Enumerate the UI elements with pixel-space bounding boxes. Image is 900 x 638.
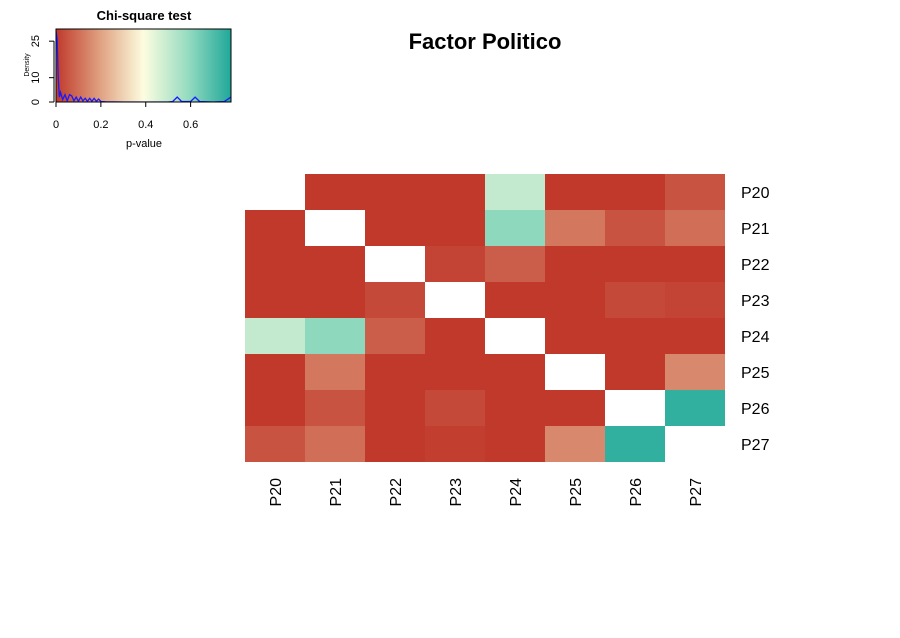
heatmap-cell-P21-P24: [485, 210, 545, 246]
color-key-y-tick: 25: [30, 35, 42, 47]
heatmap-cell-P22-P27: [665, 246, 725, 282]
heatmap-cell-P26-P27: [665, 390, 725, 426]
heatmap-cell-P20-P25: [545, 174, 605, 210]
heatmap-cell-P20-P26: [605, 174, 665, 210]
color-key-y-tick: 0: [30, 99, 42, 105]
heatmap-cell-P20-P20: [245, 174, 305, 210]
color-key-x-tick: 0.2: [93, 119, 108, 131]
heatmap-cell-P27-P26: [605, 426, 665, 462]
color-key-gradient: [56, 29, 231, 102]
heatmap-cell-P23-P20: [245, 282, 305, 318]
color-key-y-axis: 0 10 25: [30, 35, 55, 105]
heatmap-cell-P24-P27: [665, 318, 725, 354]
color-key-title: Chi-square test: [97, 8, 192, 23]
heatmap-cell-P20-P27: [665, 174, 725, 210]
color-key-x-label: p-value: [126, 138, 162, 150]
row-label-P22: P22: [741, 257, 770, 274]
heatmap-cell-P22-P24: [485, 246, 545, 282]
heatmap-cell-P25-P27: [665, 354, 725, 390]
heatmap-cell-P27-P22: [365, 426, 425, 462]
heatmap-cell-P27-P24: [485, 426, 545, 462]
heatmap-cell-P20-P23: [425, 174, 485, 210]
column-label-P24: P24: [508, 478, 525, 507]
row-label-P25: P25: [741, 365, 770, 382]
heatmap-cell-P21-P21: [305, 210, 365, 246]
heatmap-cell-P24-P25: [545, 318, 605, 354]
heatmap-cell-P26-P23: [425, 390, 485, 426]
heatmap-cell-P21-P22: [365, 210, 425, 246]
row-label-P21: P21: [741, 221, 770, 238]
color-key-x-tick: 0.6: [183, 119, 198, 131]
heatmap-cell-P21-P25: [545, 210, 605, 246]
column-label-P25: P25: [568, 478, 585, 507]
heatmap-cell-P24-P26: [605, 318, 665, 354]
heatmap-cell-P21-P27: [665, 210, 725, 246]
column-label-P22: P22: [388, 478, 405, 507]
heatmap-cell-P26-P21: [305, 390, 365, 426]
heatmap-cell-P27-P23: [425, 426, 485, 462]
row-label-P23: P23: [741, 293, 770, 310]
heatmap-cell-P26-P26: [605, 390, 665, 426]
heatmap-cell-P25-P23: [425, 354, 485, 390]
color-key-y-label: Density: [24, 53, 31, 77]
heatmap-cell-P26-P22: [365, 390, 425, 426]
heatmap-cell-P24-P20: [245, 318, 305, 354]
heatmap-cell-P24-P21: [305, 318, 365, 354]
heatmap-cell-P22-P21: [305, 246, 365, 282]
column-label-P21: P21: [328, 478, 345, 507]
row-labels: P20 P21 P22 P23 P24 P25 P26 P27: [741, 185, 770, 454]
color-key-x-tick: 0.4: [138, 119, 153, 131]
heatmap-cell-P27-P25: [545, 426, 605, 462]
heatmap-cell-P21-P20: [245, 210, 305, 246]
heatmap-cell-P26-P24: [485, 390, 545, 426]
heatmap-cell-P23-P22: [365, 282, 425, 318]
heatmap-cell-P20-P24: [485, 174, 545, 210]
column-label-P26: P26: [628, 478, 645, 507]
heatmap-cell-P22-P25: [545, 246, 605, 282]
heatmap-cell-P22-P26: [605, 246, 665, 282]
heatmap-cell-P26-P20: [245, 390, 305, 426]
heatmap-cell-P24-P23: [425, 318, 485, 354]
heatmap-cell-P27-P27: [665, 426, 725, 462]
heatmap-cell-P25-P20: [245, 354, 305, 390]
heatmap-cell-P27-P21: [305, 426, 365, 462]
heatmap-cell-P22-P23: [425, 246, 485, 282]
column-label-P20: P20: [268, 478, 285, 507]
heatmap-title: Factor Politico: [409, 29, 562, 54]
column-label-P23: P23: [448, 478, 465, 507]
color-key-x-tick: 0: [53, 119, 59, 131]
heatmap-cells: [245, 174, 725, 462]
column-label-P27: P27: [688, 478, 705, 507]
row-label-P26: P26: [741, 401, 770, 418]
heatmap-cell-P22-P20: [245, 246, 305, 282]
heatmap-cell-P24-P24: [485, 318, 545, 354]
heatmap-cell-P20-P21: [305, 174, 365, 210]
heatmap-cell-P25-P21: [305, 354, 365, 390]
heatmap-cell-P23-P26: [605, 282, 665, 318]
color-key-y-tick: 10: [30, 72, 42, 84]
heatmap-cell-P24-P22: [365, 318, 425, 354]
row-label-P27: P27: [741, 437, 770, 454]
heatmap-cell-P21-P26: [605, 210, 665, 246]
heatmap-cell-P25-P26: [605, 354, 665, 390]
heatmap-cell-P21-P23: [425, 210, 485, 246]
heatmap-cell-P25-P25: [545, 354, 605, 390]
heatmap-cell-P22-P22: [365, 246, 425, 282]
heatmap-cell-P23-P23: [425, 282, 485, 318]
row-label-P20: P20: [741, 185, 770, 202]
column-labels: P20 P21 P22 P23 P24 P25 P26 P27: [268, 478, 705, 507]
heatmap-cell-P27-P20: [245, 426, 305, 462]
heatmap-cell-P23-P21: [305, 282, 365, 318]
heatmap-cell-P23-P25: [545, 282, 605, 318]
row-label-P24: P24: [741, 329, 770, 346]
color-key: Chi-square test 0 0.2 0.4 0.6 0 10 25 p-value…: [24, 8, 232, 150]
heatmap-cell-P23-P24: [485, 282, 545, 318]
color-key-x-axis: 0 0.2 0.4 0.6: [53, 101, 198, 131]
heatmap-cell-P20-P22: [365, 174, 425, 210]
heatmap-cell-P25-P22: [365, 354, 425, 390]
heatmap-cell-P23-P27: [665, 282, 725, 318]
heatmap-cell-P26-P25: [545, 390, 605, 426]
heatmap-cell-P25-P24: [485, 354, 545, 390]
